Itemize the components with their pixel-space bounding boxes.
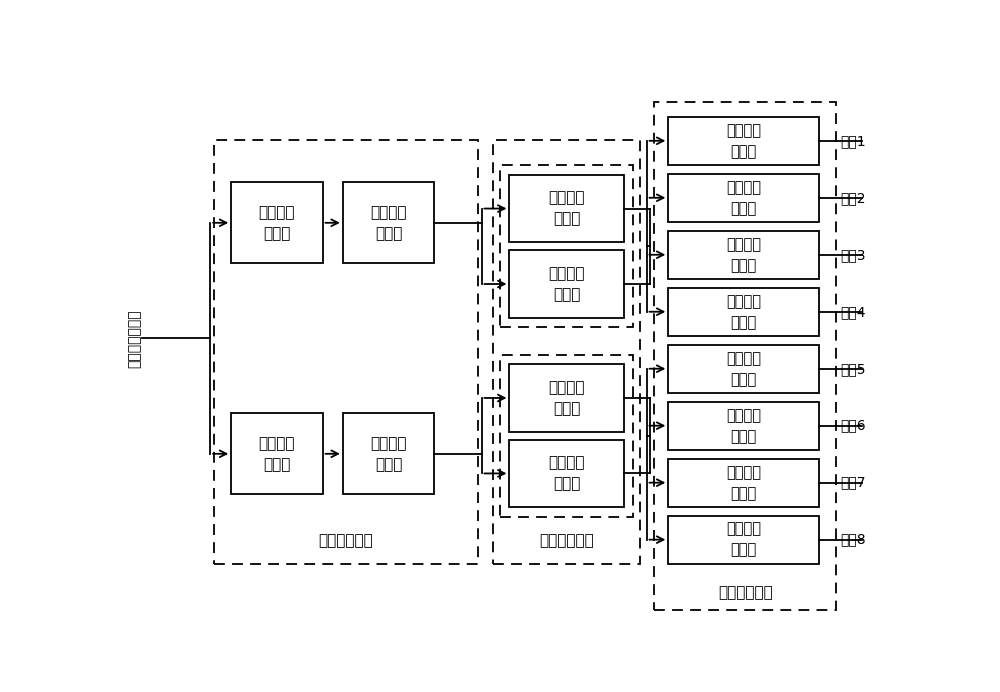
Bar [509, 174, 624, 242]
Bar [509, 439, 624, 507]
Bar [509, 250, 624, 318]
Text: 第四前置
放大器: 第四前置 放大器 [370, 436, 407, 472]
Text: 第四增益
放大器: 第四增益 放大器 [548, 455, 585, 491]
Text: 第五缓冲
放大器: 第五缓冲 放大器 [726, 351, 761, 387]
Bar [668, 174, 819, 221]
Text: 第三前置
放大器: 第三前置 放大器 [259, 436, 295, 472]
Bar [654, 102, 836, 610]
Bar [214, 140, 478, 563]
Text: 输出4: 输出4 [840, 304, 866, 319]
Bar [668, 345, 819, 392]
Text: 第一缓冲
放大器: 第一缓冲 放大器 [726, 122, 761, 158]
Bar [231, 413, 323, 494]
Bar [231, 183, 323, 263]
Bar [500, 165, 633, 327]
Text: 第三增益
放大器: 第三增益 放大器 [548, 380, 585, 416]
Text: 输出3: 输出3 [840, 248, 866, 262]
Text: 第一前置
放大器: 第一前置 放大器 [259, 205, 295, 241]
Text: 输出5: 输出5 [840, 362, 866, 376]
Bar [668, 516, 819, 563]
Text: 前置放大模块: 前置放大模块 [318, 533, 373, 548]
Text: 第三缓冲
放大器: 第三缓冲 放大器 [726, 237, 761, 273]
Bar [668, 231, 819, 279]
Bar [668, 402, 819, 450]
Text: 第二增益
放大器: 第二增益 放大器 [548, 266, 585, 302]
Text: 输出缓冲模块: 输出缓冲模块 [718, 585, 773, 600]
Text: 第一增益
放大器: 第一增益 放大器 [548, 190, 585, 226]
Text: 第四缓冲
放大器: 第四缓冲 放大器 [726, 293, 761, 329]
Text: 第二前置
放大器: 第二前置 放大器 [370, 205, 407, 241]
Text: 输出2: 输出2 [840, 191, 866, 205]
Text: 增益放大模块: 增益放大模块 [539, 533, 594, 548]
Text: 输出6: 输出6 [840, 419, 866, 432]
Text: 第六缓冲
放大器: 第六缓冲 放大器 [726, 408, 761, 444]
Bar [668, 288, 819, 336]
Text: 第七缓冲
放大器: 第七缓冲 放大器 [726, 464, 761, 501]
Text: 第二缓冲
放大器: 第二缓冲 放大器 [726, 180, 761, 216]
Bar [509, 364, 624, 432]
Bar [668, 459, 819, 507]
Bar [343, 413, 434, 494]
Text: 一射频输入信号: 一射频输入信号 [127, 309, 141, 367]
Bar [668, 117, 819, 165]
Text: 第八缓冲
放大器: 第八缓冲 放大器 [726, 522, 761, 558]
Bar [343, 183, 434, 263]
Text: 输出8: 输出8 [840, 533, 866, 547]
Text: 输出7: 输出7 [840, 475, 866, 490]
Bar [500, 355, 633, 516]
Text: 输出1: 输出1 [840, 134, 866, 148]
Bar [493, 140, 640, 563]
